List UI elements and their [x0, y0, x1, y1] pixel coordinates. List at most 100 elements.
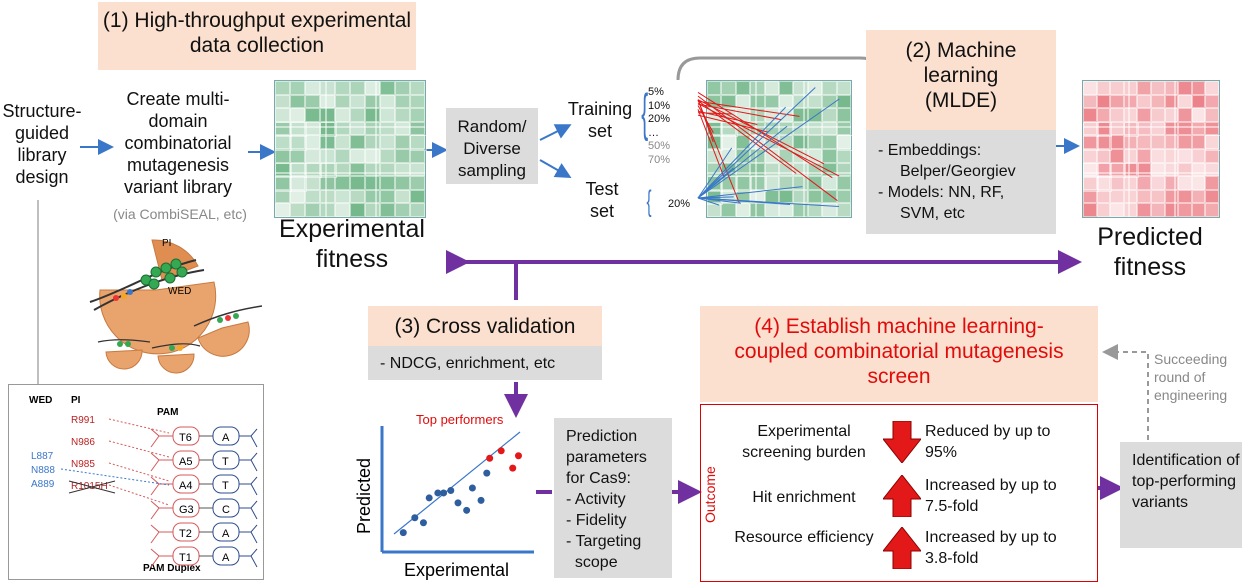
- arrow-to-test: [539, 159, 572, 178]
- pi-contact-line: [108, 484, 170, 506]
- ml-item-models-values: SVM, etc: [900, 205, 965, 222]
- heatmap-cell: [410, 203, 425, 217]
- heatmap-cell: [1191, 121, 1206, 136]
- step1-title: (1) High-throughput experimental data co…: [102, 9, 412, 57]
- heatmap-cell: [764, 94, 779, 109]
- heatmap-cell: [1205, 81, 1219, 95]
- test-sample-line: [697, 147, 733, 199]
- via-label: (via CombiSEAL, etc): [113, 206, 247, 222]
- heatmap-divider: [1173, 81, 1176, 217]
- heatmap-cell: [410, 94, 425, 109]
- heatmap-cell: [350, 189, 365, 204]
- heatmap-cell: [1123, 81, 1138, 95]
- heatmap-cell: [1137, 135, 1151, 149]
- outcome-metric-burden: Experimental screening burden: [742, 423, 866, 461]
- step4-header: (4) Establish machine learning-coupled c…: [700, 306, 1098, 402]
- selected-variant-box: [735, 176, 753, 192]
- heatmap-cell: [410, 176, 425, 190]
- heatmap-cell: [1123, 94, 1138, 109]
- step3-title: (3) Cross validation: [394, 315, 576, 338]
- heatmap-cell: [320, 108, 335, 122]
- heatmap-cell: [350, 94, 365, 109]
- scatter-point: [447, 486, 455, 494]
- heatmap-cell: [1191, 135, 1206, 149]
- heatmap-divider: [324, 81, 327, 217]
- predicted-heatmap: [1082, 80, 1221, 218]
- heatmap-cell: [1151, 162, 1165, 177]
- heatmap-cell: [1151, 135, 1165, 149]
- heatmap-cell: [305, 108, 320, 122]
- outcome-metric-hit: Hit enrichment: [752, 489, 856, 506]
- param-fidelity: - Fidelity: [566, 512, 627, 529]
- heatmap-cell: [1110, 94, 1124, 109]
- heatmap-cell: [836, 121, 851, 136]
- heatmap-cell: [1083, 189, 1097, 204]
- heatmap-cell: [1191, 162, 1206, 177]
- base-right: T: [222, 480, 229, 492]
- heatmap-cell: [1178, 203, 1192, 217]
- pct-10: 10%: [648, 99, 671, 112]
- heatmap-cell: [380, 189, 395, 204]
- pi-contact-line: [108, 462, 170, 482]
- heatmap-cell: [1151, 94, 1165, 109]
- selected-variant-box: [275, 162, 292, 179]
- heatmap-cell: [735, 81, 751, 95]
- heatmap-cell: [1096, 81, 1111, 95]
- ml-item-embeddings: - Embeddings:: [878, 142, 982, 159]
- design-label: Structure-guided library design: [2, 101, 82, 187]
- heatmap-cell: [335, 121, 350, 136]
- heatmap-cell: [1137, 203, 1151, 217]
- top-performers-label: Top performers: [416, 412, 504, 427]
- heatmap-cell: [1164, 189, 1179, 204]
- heatmap-cell: [410, 121, 425, 136]
- heatmap-cell: [350, 149, 365, 163]
- backbone-left: [150, 428, 173, 448]
- heatmap-cell: [1191, 81, 1206, 95]
- backbone-left: [150, 524, 173, 544]
- identification-box: Identification of top-performing variant…: [1120, 442, 1242, 548]
- heatmap-divider: [754, 81, 757, 217]
- heatmap-cell: [822, 203, 837, 217]
- selected-variant-box: [707, 135, 724, 151]
- heatmap-cell: [1151, 121, 1165, 136]
- backbone-right: [239, 476, 258, 496]
- cas9-protein-illustration: PI WED: [89, 238, 263, 374]
- scatter-point: [411, 514, 419, 522]
- heatmap-cell: [1178, 94, 1192, 109]
- heatmap-cell: [764, 176, 779, 190]
- heatmap-cell: [1178, 149, 1192, 163]
- pi-residue: R991: [71, 415, 95, 426]
- heatmap-cell: [721, 81, 736, 95]
- heatmap-cell: [822, 121, 837, 136]
- base-left: T1: [179, 552, 192, 564]
- test-sample-line: [697, 197, 839, 207]
- selected-variant-box: [1096, 162, 1113, 179]
- outcome-label: Outcome: [702, 466, 718, 523]
- scatter-point: [440, 489, 448, 497]
- param-targeting: - Targeting: [566, 533, 642, 550]
- heatmap-cell: [1205, 94, 1219, 109]
- heatmap-cell: [335, 176, 350, 190]
- heatmap-cell: [290, 189, 305, 204]
- heatmap-cell: [1123, 149, 1138, 163]
- wed-domain-label: WED: [168, 286, 191, 297]
- selected-variant-box: [290, 121, 307, 138]
- heatmap-cell: [380, 149, 395, 163]
- heatmap-divider: [1128, 81, 1131, 217]
- backbone-left: [150, 500, 173, 520]
- heatmap-cell: [410, 108, 425, 122]
- heatmap-cell: [1137, 176, 1151, 190]
- selected-variant-box: [1083, 135, 1099, 151]
- scatter-point: [399, 529, 407, 537]
- heatmap-cell: [1083, 108, 1097, 122]
- heatmap-cell: [1191, 176, 1206, 190]
- heatmap-cell: [1096, 149, 1111, 163]
- params-line-1: Prediction: [566, 428, 638, 445]
- pi-domain-label: PI: [162, 238, 171, 249]
- heatmap-cell: [1205, 162, 1219, 177]
- top-performer-point: [509, 464, 517, 472]
- heatmap-cell: [764, 81, 779, 95]
- heatmap-cell: [1123, 176, 1138, 190]
- backbone-right: [239, 428, 258, 448]
- backbone-right: [239, 524, 258, 544]
